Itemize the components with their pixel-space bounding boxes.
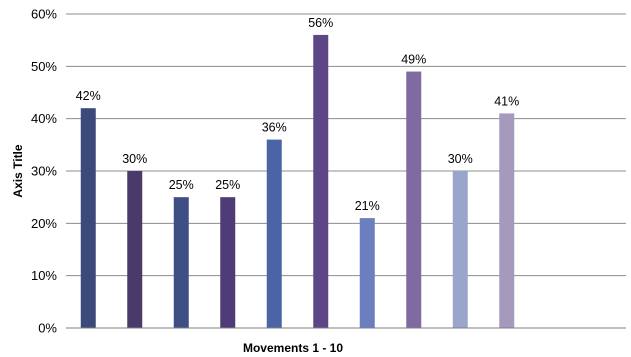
bar-8 <box>406 71 422 329</box>
bar-10 <box>499 113 515 328</box>
y-tick-label: 10% <box>31 268 57 283</box>
data-label-9: 30% <box>448 152 473 166</box>
y-tick-label: 40% <box>31 111 57 126</box>
bar-1 <box>80 108 96 328</box>
y-tick-label: 0% <box>38 321 57 336</box>
bar-5 <box>266 139 282 328</box>
y-tick-label: 30% <box>31 164 57 179</box>
y-axis-title: Axis Title <box>11 144 25 197</box>
bars <box>80 34 515 329</box>
y-tick-label: 20% <box>31 216 57 231</box>
data-labels: 42% 30% 25% 25% 36% 56% 21% 49% 30% 41% <box>76 16 520 213</box>
data-label-2: 30% <box>122 152 147 166</box>
y-axis-ticks: 0% 10% 20% 30% 40% 50% 60% <box>31 7 57 336</box>
y-tick-label: 50% <box>31 59 57 74</box>
data-label-1: 42% <box>76 89 101 103</box>
bar-2 <box>127 171 143 328</box>
data-label-3: 25% <box>169 178 194 192</box>
gridlines <box>66 13 626 277</box>
y-tick-label: 60% <box>31 7 57 22</box>
data-label-6: 56% <box>308 16 333 30</box>
data-label-8: 49% <box>401 53 426 67</box>
x-axis-title: Movements 1 - 10 <box>243 341 343 355</box>
data-label-7: 21% <box>355 199 380 213</box>
bar-9 <box>452 171 468 328</box>
data-label-10: 41% <box>494 94 519 108</box>
data-label-4: 25% <box>215 178 240 192</box>
bar-3 <box>173 197 189 328</box>
data-label-5: 36% <box>262 121 287 135</box>
bar-7 <box>359 218 375 328</box>
bar-4 <box>220 197 236 328</box>
bar-6 <box>313 34 329 328</box>
